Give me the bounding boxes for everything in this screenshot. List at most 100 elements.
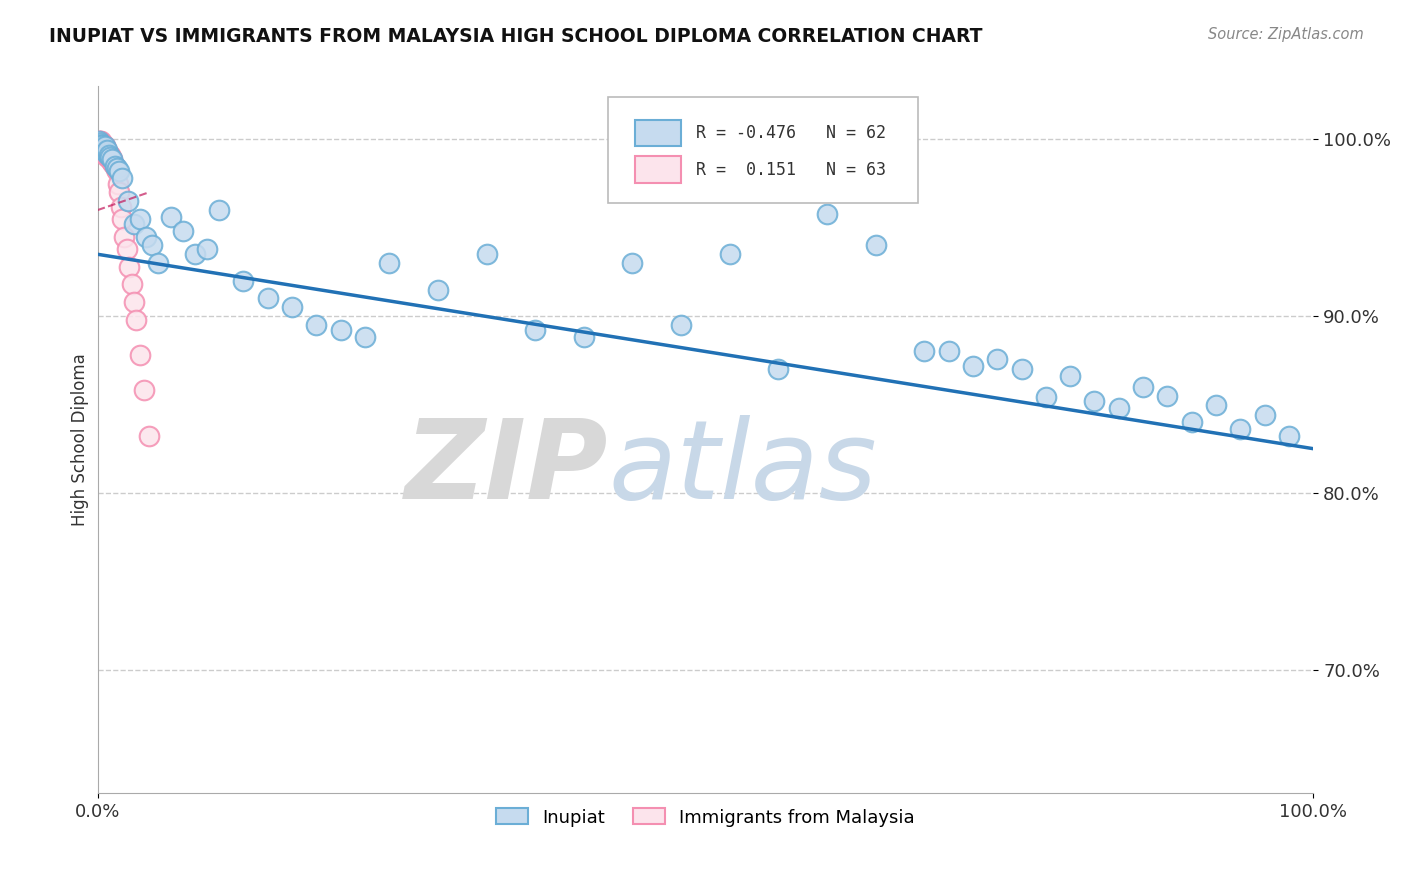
Point: [1083, 394, 1105, 409]
Point: [110, 200, 132, 214]
Point: [97, 148, 120, 162]
Point: [93, 143, 115, 157]
Bar: [636, 156, 681, 183]
Point: [524, 323, 547, 337]
Point: [91, 141, 114, 155]
Point: [1011, 362, 1033, 376]
Point: [108, 186, 131, 200]
Y-axis label: High School Diploma: High School Diploma: [72, 353, 89, 526]
Point: [98, 152, 121, 166]
Point: [475, 247, 498, 261]
Point: [118, 260, 141, 274]
Point: [93, 146, 115, 161]
Point: [94, 143, 117, 157]
Point: [1156, 389, 1178, 403]
Point: [111, 211, 134, 226]
Point: [90, 141, 112, 155]
Point: [1132, 380, 1154, 394]
Point: [938, 344, 960, 359]
Point: [912, 344, 935, 359]
Point: [91, 137, 114, 152]
Point: [97, 148, 120, 162]
Point: [138, 429, 160, 443]
Point: [104, 162, 127, 177]
Text: INUPIAT VS IMMIGRANTS FROM MALAYSIA HIGH SCHOOL DIPLOMA CORRELATION CHART: INUPIAT VS IMMIGRANTS FROM MALAYSIA HIGH…: [49, 27, 983, 45]
Point: [90, 139, 112, 153]
Point: [89, 136, 111, 150]
Point: [94, 139, 117, 153]
Point: [94, 145, 117, 159]
Point: [129, 211, 152, 226]
Point: [572, 330, 595, 344]
Point: [90, 137, 112, 152]
Point: [101, 152, 124, 166]
Point: [103, 157, 125, 171]
Point: [122, 295, 145, 310]
Point: [172, 224, 194, 238]
Point: [129, 348, 152, 362]
Point: [89, 137, 111, 152]
Point: [184, 247, 207, 261]
Point: [105, 161, 128, 175]
Point: [90, 136, 112, 150]
Point: [101, 152, 124, 166]
Point: [208, 203, 231, 218]
Point: [87, 136, 110, 150]
Point: [305, 318, 328, 332]
Point: [115, 242, 138, 256]
Point: [354, 330, 377, 344]
Point: [97, 146, 120, 161]
Legend: Inupiat, Immigrants from Malaysia: Inupiat, Immigrants from Malaysia: [488, 801, 922, 834]
Point: [1278, 429, 1301, 443]
Point: [96, 145, 118, 159]
Point: [93, 139, 115, 153]
Point: [96, 148, 118, 162]
Point: [87, 134, 110, 148]
Point: [621, 256, 644, 270]
Point: [89, 136, 111, 150]
Point: [111, 171, 134, 186]
Point: [1108, 401, 1130, 415]
Point: [98, 150, 121, 164]
Point: [107, 177, 129, 191]
Point: [159, 210, 181, 224]
Point: [94, 145, 117, 159]
Point: [1205, 397, 1227, 411]
Point: [100, 153, 122, 168]
Point: [195, 242, 218, 256]
Point: [141, 238, 163, 252]
Point: [1035, 391, 1057, 405]
Point: [100, 150, 122, 164]
Point: [89, 134, 111, 148]
Point: [1059, 369, 1081, 384]
Point: [96, 143, 118, 157]
Point: [112, 229, 135, 244]
Point: [87, 134, 110, 148]
Point: [104, 159, 127, 173]
Point: [96, 146, 118, 161]
Point: [94, 141, 117, 155]
Point: [329, 323, 352, 337]
Point: [121, 277, 143, 292]
Point: [256, 292, 278, 306]
Point: [718, 247, 741, 261]
Point: [815, 206, 838, 220]
Point: [93, 137, 115, 152]
Point: [89, 139, 111, 153]
Point: [105, 164, 128, 178]
Point: [96, 146, 118, 161]
FancyBboxPatch shape: [609, 97, 918, 203]
Point: [96, 150, 118, 164]
Point: [132, 384, 155, 398]
Point: [101, 155, 124, 169]
Point: [669, 318, 692, 332]
Point: [865, 238, 887, 252]
Point: [94, 143, 117, 157]
Point: [94, 139, 117, 153]
Text: R = -0.476   N = 62: R = -0.476 N = 62: [696, 124, 886, 142]
Point: [122, 217, 145, 231]
Point: [135, 229, 157, 244]
Text: ZIP: ZIP: [405, 415, 609, 522]
Text: Source: ZipAtlas.com: Source: ZipAtlas.com: [1208, 27, 1364, 42]
Point: [125, 312, 148, 326]
